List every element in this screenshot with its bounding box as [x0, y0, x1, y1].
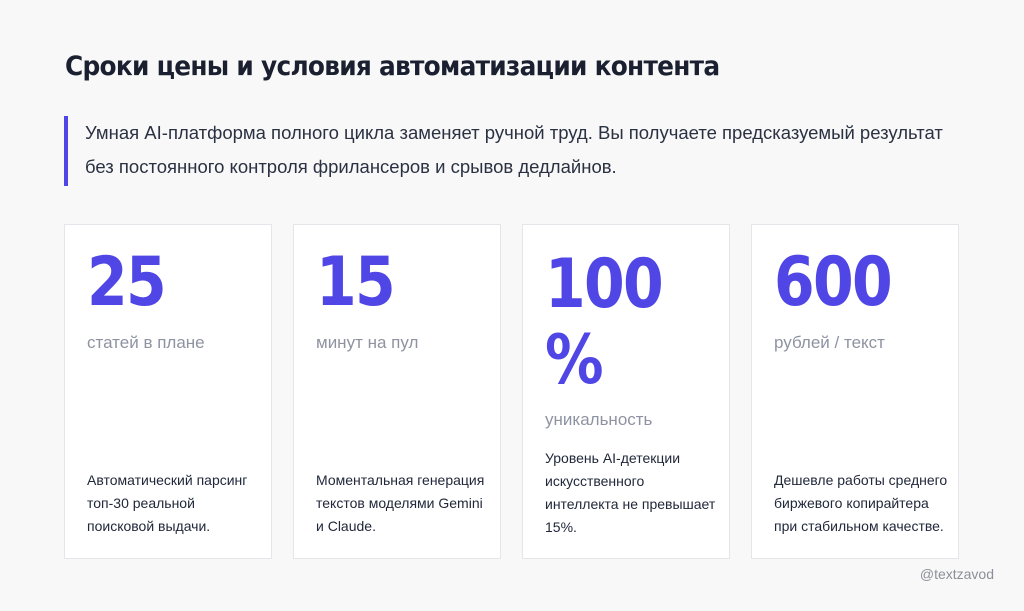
stat-card-price: 600 рублей / текст Дешевле работы средне… [751, 224, 959, 559]
stat-unit: рублей / текст [774, 333, 885, 352]
intro-quote: Умная AI-платформа полного цикла заменяе… [64, 116, 964, 186]
stat-value: 600 [774, 243, 893, 322]
stat-description: Моментальная генерация текстов моделями … [316, 472, 485, 534]
stat-card-articles: 25 статей в плане Автоматический парсинг… [64, 224, 272, 559]
intro-line-2: без постоянного контроля фрилансеров и с… [85, 156, 617, 177]
stat-card-uniqueness: 100 % уникальность Уровень AI-детекции и… [522, 224, 730, 559]
stat-card-minutes: 15 минут на пул Моментальная генерация т… [293, 224, 501, 559]
stat-description: Автоматический парсинг топ-30 реальной п… [87, 472, 248, 534]
stat-unit: статей в плане [87, 333, 205, 352]
stat-description: Уровень AI-детекции искусственного интел… [545, 450, 716, 535]
intro-line-1: Умная AI-платформа полного цикла заменяе… [85, 122, 943, 143]
stat-unit: уникальность [545, 410, 653, 429]
stat-description: Дешевле работы среднего биржевого копира… [774, 472, 948, 534]
stat-value: 100 % [545, 245, 664, 400]
stat-value: 25 [87, 243, 167, 322]
stat-value: 15 [316, 243, 396, 322]
stat-unit: минут на пул [316, 333, 419, 352]
page-title: Сроки цены и условия автоматизации конте… [65, 51, 720, 82]
brand-watermark: @textzavod [919, 566, 994, 582]
